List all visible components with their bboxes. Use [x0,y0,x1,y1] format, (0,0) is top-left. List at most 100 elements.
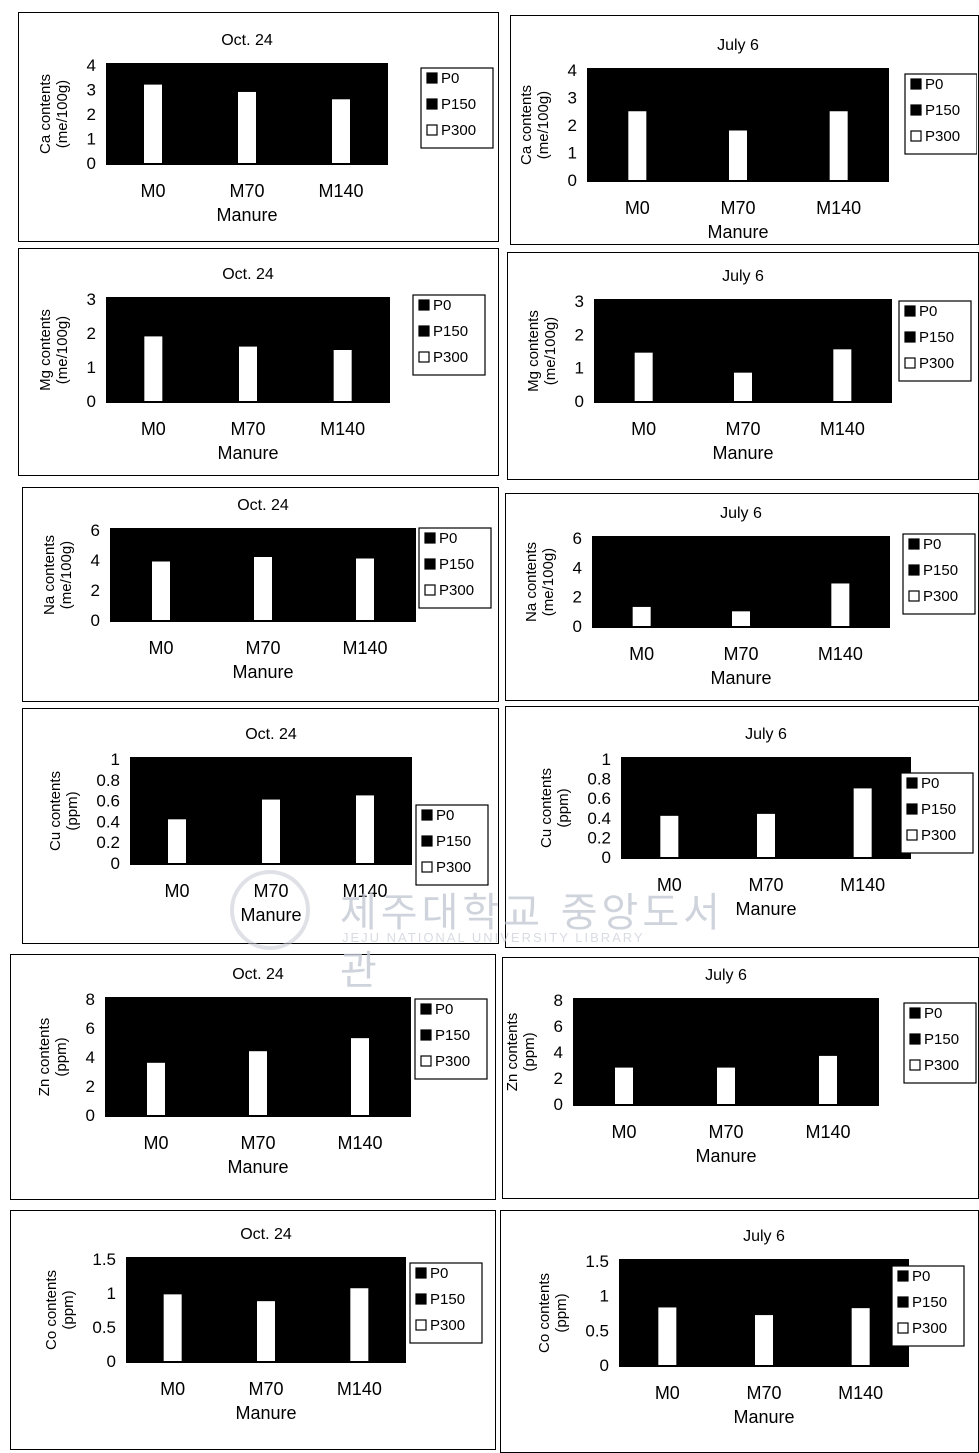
legend-label-P150: P150 [430,1291,465,1308]
y-tick-label: 1 [568,144,577,163]
x-tick-label: M70 [720,198,755,218]
y-axis-label: Zn contents (ppm) [504,1013,538,1091]
bar-M140 [332,99,350,163]
y-tick-label: 2 [554,1069,563,1088]
x-tick-label: M70 [248,1379,283,1399]
legend-swatch-P0 [418,299,430,311]
y-axis-label-line2: (ppm) [53,1037,70,1076]
y-axis-label-line2: (me/100g) [58,541,75,609]
x-tick-label: M70 [723,644,758,664]
bar-M0 [634,352,653,401]
y-tick-label: 4 [87,56,96,75]
chart-panel-ca-oct: Oct. 24 0 1 2 3 4 Ca contents (me/100g) M0 M70 M14… [18,12,499,242]
legend: P0 P150 P300 [415,804,489,886]
y-tick-label: 1 [111,750,120,769]
legend: P0 P150 P300 [414,998,488,1080]
y-axis-label: Na contents (me/100g) [523,542,557,622]
y-tick-label: 2 [568,116,577,135]
y-axis-label-line1: Cu contents [538,768,555,848]
legend-swatch-P300 [904,357,916,369]
legend-label-P0: P0 [435,1001,453,1018]
x-tick-label: M0 [140,181,165,201]
bar-M140 [831,583,850,626]
bar-M0 [660,815,679,857]
y-tick-label: 1.5 [585,1252,609,1271]
legend-swatch-P300 [415,1319,427,1331]
y-axis-label-line2: (ppm) [60,1290,77,1329]
chart-title: July 6 [743,1228,785,1245]
y-tick-label: 6 [91,521,100,540]
y-axis-label-line2: (me/100g) [540,548,557,616]
legend-label-P300: P300 [912,1320,947,1337]
x-axis-label: Manure [216,205,277,225]
chart-svg-cu-oct: Oct. 24 0 0.2 0.40.6 0.8 1 Cu contents (ppm) M0 M… [47,726,489,925]
x-tick-label: M0 [631,419,656,439]
legend-label-P300: P300 [436,859,471,876]
bar-M70 [249,1051,267,1115]
y-axis-label: Zn contents (ppm) [36,1018,70,1096]
bar-M140 [350,1288,369,1361]
chart-svg-co-oct: Oct. 24 0 0.5 1 1.5 Co contents (ppm) M0 M70 M140… [43,1226,483,1423]
x-tick-label: M70 [245,638,280,658]
y-tick-label: 6 [554,1017,563,1036]
chart-panel-co-jul: July 6 0 0.5 1 1.5 Co contents (ppm) M0 M70 M140 M… [500,1210,979,1453]
y-axis-label-line1: Zn contents [36,1018,53,1096]
x-tick-label: M140 [838,1383,883,1403]
x-tick-label: M0 [625,198,650,218]
y-tick-label: 1 [600,1287,609,1306]
legend-label-P150: P150 [919,329,954,346]
x-tick-label: M0 [611,1122,636,1142]
y-axis-label-line1: Mg contents [37,309,54,391]
y-tick-label: 3 [87,290,96,309]
bar-M140 [851,1308,870,1365]
chart-svg-cu-jul: July 6 00.20.40.60.81 Cu contents (ppm) M0 M7… [538,726,974,919]
y-axis-label-line1: Ca contents [37,74,54,154]
bar-M140 [333,350,352,401]
legend-label-P0: P0 [441,70,459,87]
x-tick-label: M140 [318,181,363,201]
y-tick-label: 2 [86,1077,95,1096]
y-axis-label: Cu contents (ppm) [47,771,81,851]
y-tick-label: 2 [575,325,584,344]
legend-swatch-P0 [909,1007,921,1019]
bar-M0 [632,606,651,626]
bar-M0 [163,1294,182,1361]
y-tick-label: 0.8 [587,770,611,789]
x-tick-label: M0 [657,875,682,895]
x-tick-label: M70 [746,1383,781,1403]
legend-swatch-P300 [908,590,920,602]
y-axis-label-line1: Co contents [536,1273,553,1353]
x-tick-label: M70 [708,1122,743,1142]
chart-panel-co-oct: Oct. 24 0 0.5 1 1.5 Co contents (ppm) M0 M70 M140… [10,1210,496,1450]
y-tick-label: 0 [87,392,96,411]
y-axis-label-line1: Co contents [43,1270,60,1350]
bar-M0 [152,561,170,620]
bar-M0 [168,819,186,863]
legend-swatch-P0 [910,78,922,90]
legend-label-P0: P0 [919,303,937,320]
legend-swatch-P300 [418,351,430,363]
y-tick-label: 0.2 [96,833,120,852]
bar-M140 [356,795,374,863]
y-tick-label: 2 [87,105,96,124]
y-tick-label: 1 [107,1284,116,1303]
legend-label-P300: P300 [925,128,960,145]
legend-label-P300: P300 [919,355,954,372]
y-tick-label: 0.6 [587,789,611,808]
x-tick-label: M0 [143,1133,168,1153]
chart-panel-na-jul: July 6 0 2 4 6 Na contents (me/100g) M0 M70 M140 M… [505,493,979,701]
legend: P0 P150 P300 [412,294,486,376]
x-axis-label: Manure [240,905,301,925]
bar-M70 [262,799,280,863]
chart-title: Oct. 24 [237,497,289,514]
legend-label-P300: P300 [430,1317,465,1334]
x-axis-label: Manure [217,443,278,463]
legend-swatch-P150 [421,835,433,847]
chart-svg-zn-oct: Oct. 24 0 2 4 6 8 Zn contents (ppm) M0 M70 M140 Man… [36,966,488,1177]
chart-svg-mg-jul: July 6 0 1 2 3 Mg contents (me/100g) M0 M70 M140 M… [525,268,972,463]
x-axis-label: Manure [733,1407,794,1427]
bar-M70 [729,130,747,180]
x-axis-label: Manure [707,222,768,242]
chart-svg-co-jul: July 6 0 0.5 1 1.5 Co contents (ppm) M0 M70 M140 M… [536,1228,965,1427]
legend-label-P150: P150 [925,102,960,119]
